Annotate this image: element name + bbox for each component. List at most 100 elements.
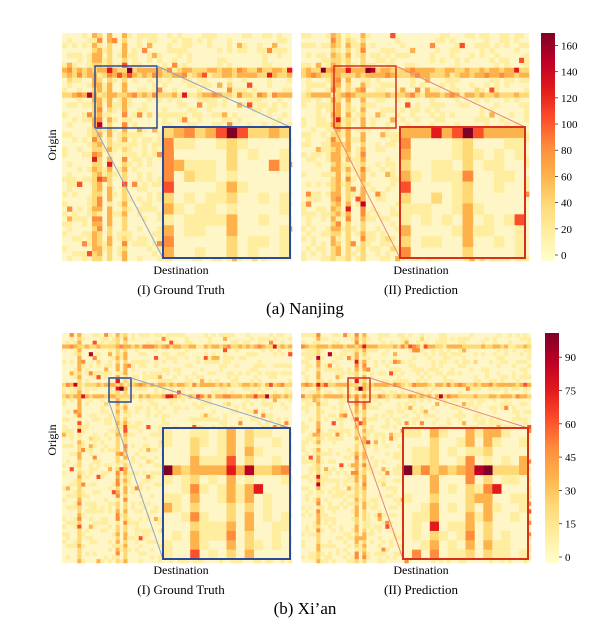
heatmap-cell xyxy=(249,417,254,422)
heatmap-cell xyxy=(355,87,361,93)
heatmap-cell xyxy=(345,127,351,133)
heatmap-cell xyxy=(396,421,401,426)
heatmap-cell xyxy=(85,509,90,514)
heatmap-cell xyxy=(134,344,139,349)
heatmap-cell xyxy=(77,463,82,468)
heatmap-cell xyxy=(226,437,236,448)
heatmap-cell xyxy=(146,501,151,506)
heatmap-cell xyxy=(62,211,68,217)
heatmap-cell xyxy=(192,107,198,113)
heatmap-cell xyxy=(423,379,428,384)
heatmap-cell xyxy=(226,192,238,204)
heatmap-cell xyxy=(390,246,396,252)
heatmap-cell xyxy=(400,87,406,93)
heatmap-cell xyxy=(393,471,398,476)
heatmap-cell xyxy=(269,394,274,399)
heatmap-cell xyxy=(350,356,355,361)
heatmap-cell xyxy=(284,382,289,387)
heatmap-cell xyxy=(305,92,312,98)
heatmap-cell xyxy=(108,371,113,376)
heatmap-cell xyxy=(492,409,497,414)
heatmap-cell xyxy=(177,97,183,103)
heatmap-cell xyxy=(315,52,322,59)
heatmap-cell xyxy=(354,478,359,483)
heatmap-cell xyxy=(97,122,103,128)
heatmap-cell xyxy=(343,382,348,387)
heatmap-cell xyxy=(123,463,128,468)
heatmap-cell xyxy=(157,52,163,59)
heatmap-cell xyxy=(257,42,263,49)
heatmap-cell xyxy=(377,344,382,349)
heatmap-cell xyxy=(111,382,116,387)
heatmap-cell xyxy=(223,394,228,399)
heatmap-cell xyxy=(312,463,317,468)
heatmap-cell xyxy=(203,356,208,361)
panel-b-heatmap-prediction: Destination (II) Prediction xyxy=(301,333,532,597)
heatmap-cell xyxy=(123,520,128,525)
heatmap-cell xyxy=(288,352,293,357)
heatmap-cell xyxy=(370,231,376,237)
heatmap-cell xyxy=(122,107,128,113)
heatmap-cell xyxy=(203,359,208,364)
heatmap-cell xyxy=(267,107,273,113)
heatmap-cell xyxy=(172,112,178,118)
heatmap-cell xyxy=(315,246,322,252)
heatmap-cell xyxy=(107,206,113,212)
heatmap-cell xyxy=(504,72,510,78)
heatmap-cell xyxy=(350,166,356,173)
heatmap-cell xyxy=(226,214,238,226)
heatmap-cell xyxy=(226,375,231,380)
heatmap-cell xyxy=(87,92,93,98)
heatmap-cell xyxy=(343,482,348,487)
heatmap-cell xyxy=(230,409,235,414)
heatmap-cell xyxy=(365,166,371,173)
heatmap-cell xyxy=(350,409,355,414)
heatmap-cell xyxy=(404,421,409,426)
heatmap-cell xyxy=(499,72,505,78)
heatmap-cell xyxy=(362,425,367,430)
heatmap-cell xyxy=(504,348,509,353)
heatmap-cell xyxy=(488,405,493,410)
heatmap-cell xyxy=(393,344,398,349)
heatmap-cell xyxy=(343,413,348,418)
heatmap-cell xyxy=(345,117,351,123)
heatmap-cell xyxy=(345,171,351,178)
heatmap-cell xyxy=(107,33,113,39)
heatmap-cell xyxy=(385,122,391,128)
heatmap-cell xyxy=(108,547,113,552)
colorbar-tick-label: 140 xyxy=(561,67,578,79)
heatmap-cell xyxy=(112,77,118,83)
heatmap-cell xyxy=(335,176,341,182)
heatmap-cell xyxy=(373,513,378,518)
heatmap-cell xyxy=(152,231,158,237)
heatmap-cell xyxy=(169,402,174,407)
heatmap-cell xyxy=(315,92,322,98)
heatmap-cell xyxy=(335,231,341,237)
heatmap-cell xyxy=(207,97,213,103)
heatmap-cell xyxy=(142,216,148,222)
heatmap-cell xyxy=(215,137,227,150)
heatmap-cell xyxy=(373,463,378,468)
heatmap-cell xyxy=(431,421,436,426)
heatmap-cell xyxy=(253,382,258,387)
heatmap-cell xyxy=(385,348,390,353)
heatmap-cell xyxy=(419,421,424,426)
heatmap-cell xyxy=(137,176,143,182)
heatmap-cell xyxy=(200,413,205,418)
heatmap-cell xyxy=(237,127,248,139)
heatmap-cell xyxy=(450,405,455,410)
heatmap-cell xyxy=(496,344,501,349)
heatmap-cell xyxy=(92,417,97,422)
heatmap-cell xyxy=(514,214,526,226)
heatmap-cell xyxy=(324,467,329,472)
heatmap-cell xyxy=(65,505,70,510)
heatmap-cell xyxy=(77,409,82,414)
heatmap-cell xyxy=(162,67,168,73)
heatmap-cell xyxy=(434,37,441,44)
heatmap-cell xyxy=(504,405,509,410)
heatmap-cell xyxy=(242,394,247,399)
heatmap-cell xyxy=(104,344,109,349)
heatmap-cell xyxy=(494,42,500,49)
heatmap-cell xyxy=(347,390,352,395)
